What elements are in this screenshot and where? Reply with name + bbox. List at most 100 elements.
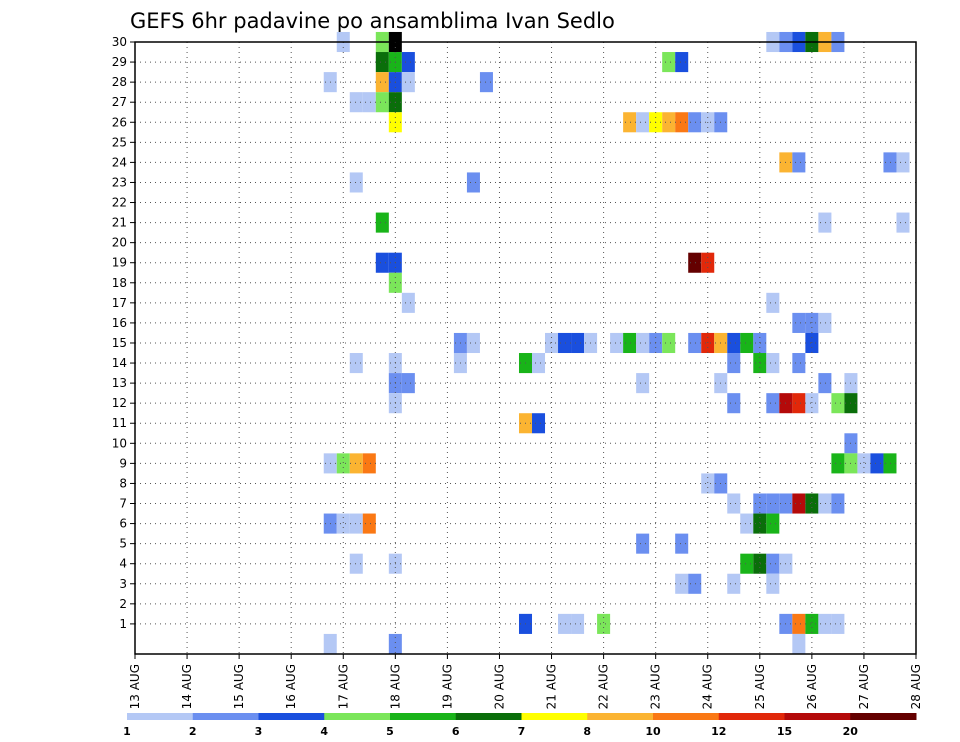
x-axis-ticks: 13 AUG 14 AUG 15 AUG 16 AUG 17 AUG 18 AUG 19 A… bbox=[128, 654, 923, 709]
heatmap-cell bbox=[792, 393, 806, 414]
y-tick-label: 11 bbox=[112, 416, 127, 430]
heatmap-cell bbox=[662, 112, 676, 133]
heatmap-cell bbox=[349, 353, 363, 374]
colorbar-swatch bbox=[455, 713, 522, 720]
colorbar-swatch bbox=[390, 713, 457, 720]
y-tick-label: 14 bbox=[112, 356, 127, 370]
y-tick-label: 13 bbox=[112, 376, 127, 390]
heatmap-cell bbox=[401, 373, 415, 394]
colorbar-swatch bbox=[324, 713, 391, 720]
heatmap-cell bbox=[675, 112, 689, 133]
y-tick-label: 5 bbox=[119, 537, 127, 551]
heatmap-cell bbox=[753, 353, 767, 374]
heatmap-cell bbox=[818, 613, 832, 634]
colorbar-label: 6 bbox=[452, 725, 460, 738]
heatmap-cell bbox=[349, 453, 363, 474]
heatmap-cell bbox=[688, 573, 702, 594]
heatmap-cell bbox=[727, 493, 741, 514]
x-tick-label: 15 AUG bbox=[232, 664, 246, 709]
heatmap-cell bbox=[688, 332, 702, 354]
heatmap-cell bbox=[675, 573, 689, 594]
heatmap-cell bbox=[623, 112, 637, 133]
plot-frame bbox=[134, 41, 917, 655]
heatmap-cell bbox=[831, 493, 845, 514]
heatmap-cell bbox=[349, 553, 363, 574]
heatmap-cell bbox=[792, 613, 806, 634]
y-tick-label: 4 bbox=[119, 557, 127, 571]
heatmap-cell bbox=[870, 453, 884, 474]
heatmap-cell bbox=[792, 633, 806, 654]
y-tick-label: 1 bbox=[119, 617, 127, 631]
y-tick-label: 8 bbox=[119, 476, 127, 490]
heatmap-cell bbox=[636, 373, 650, 394]
heatmap-cell bbox=[675, 533, 689, 554]
heatmap-cell bbox=[818, 493, 832, 514]
colorbar-swatch bbox=[653, 713, 720, 720]
heatmap-cell bbox=[571, 613, 585, 634]
heatmap-cell bbox=[727, 332, 741, 354]
heatmap-cell bbox=[401, 72, 415, 93]
heatmap-cell bbox=[610, 332, 624, 354]
heatmap-cell bbox=[401, 292, 415, 313]
heatmap-cell bbox=[532, 413, 546, 434]
y-tick-label: 17 bbox=[112, 296, 127, 310]
heatmap-cell bbox=[688, 112, 702, 133]
heatmap-cell bbox=[336, 453, 350, 474]
x-tick-label: 19 AUG bbox=[440, 664, 454, 709]
y-tick-label: 18 bbox=[112, 276, 127, 290]
heatmap-cell bbox=[349, 172, 363, 193]
heatmap-cell bbox=[688, 252, 702, 273]
x-tick-label: 25 AUG bbox=[753, 664, 767, 709]
colorbar-label: 15 bbox=[777, 725, 792, 738]
heatmap-cell bbox=[362, 92, 376, 113]
heatmap-cell bbox=[597, 613, 611, 634]
x-tick-label: 24 AUG bbox=[701, 664, 715, 709]
heatmap-cell bbox=[623, 332, 637, 354]
heatmap-cell bbox=[766, 493, 780, 514]
y-tick-label: 7 bbox=[119, 497, 127, 511]
heatmap-cell bbox=[805, 613, 819, 634]
heatmap-cell bbox=[675, 52, 689, 73]
colorbar-swatch bbox=[258, 713, 325, 720]
chart-title: GEFS 6hr padavine po ansamblima Ivan Sed… bbox=[130, 9, 615, 33]
heatmap-cell bbox=[831, 453, 845, 474]
y-tick-label: 21 bbox=[112, 216, 127, 230]
heatmap-cell bbox=[662, 332, 676, 354]
colorbar-swatch bbox=[784, 713, 851, 720]
heatmap-cell bbox=[831, 393, 845, 414]
y-tick-label: 24 bbox=[112, 155, 127, 169]
heatmap-cell bbox=[349, 513, 363, 534]
y-tick-label: 25 bbox=[112, 135, 127, 149]
x-tick-label: 18 AUG bbox=[388, 664, 402, 709]
y-tick-label: 30 bbox=[112, 35, 127, 49]
x-tick-label: 26 AUG bbox=[805, 664, 819, 709]
y-axis-ticks: 1234567891011121314151617181920212223242… bbox=[112, 35, 135, 631]
heatmap-cell bbox=[753, 553, 767, 574]
heatmap-cell bbox=[883, 453, 897, 474]
colorbar-label: 12 bbox=[711, 725, 726, 738]
y-tick-label: 27 bbox=[112, 95, 127, 109]
heatmap-cell bbox=[701, 473, 715, 494]
heatmap-cell bbox=[753, 493, 767, 514]
colorbar-label: 2 bbox=[189, 725, 197, 738]
y-tick-label: 6 bbox=[119, 517, 127, 531]
x-tick-label: 28 AUG bbox=[909, 664, 923, 709]
colorbar-label: 5 bbox=[386, 725, 394, 738]
heatmap-cell bbox=[636, 112, 650, 133]
heatmap-cell bbox=[323, 633, 337, 654]
heatmap-cell bbox=[857, 453, 871, 474]
heatmap-cell bbox=[636, 533, 650, 554]
heatmap-cell bbox=[532, 353, 546, 374]
y-tick-label: 28 bbox=[112, 75, 127, 89]
heatmap-cell bbox=[375, 252, 389, 273]
colorbar-swatch bbox=[192, 713, 259, 720]
heatmap-cell bbox=[466, 332, 480, 354]
y-tick-label: 29 bbox=[112, 55, 127, 69]
x-tick-label: 17 AUG bbox=[336, 664, 350, 709]
y-tick-label: 23 bbox=[112, 175, 127, 189]
heatmap-cell bbox=[636, 332, 650, 354]
x-tick-label: 13 AUG bbox=[128, 664, 142, 709]
heatmap-cell bbox=[727, 573, 741, 594]
heatmap-cell bbox=[818, 373, 832, 394]
